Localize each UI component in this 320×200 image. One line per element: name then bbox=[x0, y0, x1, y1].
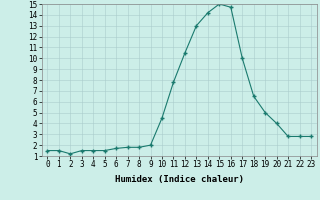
X-axis label: Humidex (Indice chaleur): Humidex (Indice chaleur) bbox=[115, 175, 244, 184]
